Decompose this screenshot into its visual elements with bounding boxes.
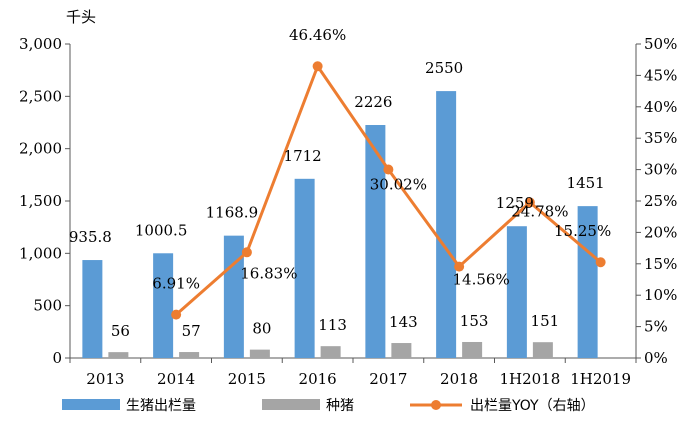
yoy-point-label: 15.25% [554,222,611,240]
yoy-point-label: 46.46% [289,26,346,44]
left-axis-tick-label: 0 [52,349,62,367]
legend-label-breeding-pig: 种猪 [326,398,354,414]
right-axis-tick-label: 35% [644,129,677,147]
axes: 0 500 1,000 1,500 2,000 2,500 3,000 0% 5% 10% 15% 2… [19,35,677,388]
bar-breeding-pig-label: 153 [460,312,489,330]
bar-pig-output-label: 1000.5 [135,221,188,239]
bar-breeding-pig [320,346,341,358]
right-axis-tick-label: 5% [644,318,668,336]
right-axis-tick-label: 15% [644,255,677,273]
bar-breeding-pig-label: 113 [318,316,347,334]
bar-breeding-pig-label: 143 [389,313,418,331]
right-axis-tick-label: 25% [644,192,677,210]
x-axis-tick-label: 2013 [86,370,124,388]
bar-pig-output-label: 1168.9 [206,204,259,222]
line-group [171,61,606,320]
bar-breeding-pig-label: 151 [531,312,560,330]
x-axis-tick-label: 1H2019 [570,370,631,388]
x-axis-tick-label: 1H2018 [499,370,560,388]
left-axis-tick-label: 1,500 [19,192,62,210]
bar-breeding-pig-label: 80 [252,320,271,338]
bar-breeding-pig [179,352,200,358]
bar-breeding-pig-label: 56 [111,322,130,340]
left-axis-tick-label: 3,000 [19,35,62,53]
right-axis-tick-label: 45% [644,66,677,84]
bar-breeding-pig [108,352,129,358]
bar-breeding-pig [391,343,412,358]
x-axis-tick-label: 2018 [440,370,478,388]
right-axis-tick-label: 0% [644,349,668,367]
x-axis-tick-label: 2016 [299,370,337,388]
left-axis-tick-label: 2,000 [19,140,62,158]
x-axis-tick-label: 2014 [157,370,195,388]
x-axis-tick-label: 2015 [228,370,266,388]
right-axis-tick-label: 20% [644,223,677,241]
data-labels: 935.8 1000.5 1168.9 1712 2226 2550 1259 1451 56 5… [69,26,611,340]
bar-pig-output [577,206,598,358]
legend-swatch-pig-output [62,399,120,410]
yoy-point-label: 14.56% [453,271,510,289]
bar-pig-output-label: 1712 [284,147,322,165]
yoy-point-label: 6.91% [152,275,200,293]
bar-pig-output [365,125,386,359]
yoy-point [312,61,323,72]
legend: 生猪出栏量 种猪 出栏量YOY（右轴） [62,398,595,414]
left-axis-tick-label: 1,000 [19,244,62,262]
x-axis-tick-label: 2017 [369,370,407,388]
bar-pig-output-label: 2226 [354,93,392,111]
bar-breeding-pig [249,349,270,358]
yoy-point [595,257,606,268]
bar-pig-output [294,178,315,358]
bar-pig-output-label: 935.8 [69,228,112,246]
bar-pig-output [436,91,457,358]
right-axis-tick-label: 10% [644,286,677,304]
legend-label-yoy: 出栏量YOY（右轴） [470,398,595,414]
bars-group [82,91,598,359]
yoy-point-label: 24.78% [511,202,568,220]
legend-label-pig-output: 生猪出栏量 [126,398,196,414]
bar-pig-output-label: 1259 [496,194,534,212]
legend-swatch-yoy-marker [431,400,441,410]
right-axis-tick-label: 50% [644,35,677,53]
yoy-point [524,197,535,208]
left-axis-tick-label: 500 [33,297,62,315]
yoy-point [454,261,465,272]
yoy-point [171,309,182,320]
right-axis-tick-label: 40% [644,98,677,116]
left-axis-tick-label: 2,500 [19,87,62,105]
bar-pig-output [223,235,244,358]
bar-pig-output-label: 1451 [567,174,605,192]
bar-pig-output [153,253,174,358]
legend-swatch-breeding-pig [262,399,320,410]
bar-pig-output [506,226,527,358]
bar-pig-output [82,260,103,358]
bar-pig-output-label: 2550 [425,59,463,77]
yoy-point-label: 30.02% [370,175,427,193]
yoy-point-label: 16.83% [240,264,297,282]
right-axis-tick-label: 30% [644,161,677,179]
y-axis-unit-label: 千头 [66,8,96,26]
yoy-point [241,247,252,258]
yoy-point [383,164,394,175]
bar-breeding-pig [532,342,553,358]
bar-breeding-pig [462,341,483,358]
bar-breeding-pig-label: 57 [182,322,201,340]
